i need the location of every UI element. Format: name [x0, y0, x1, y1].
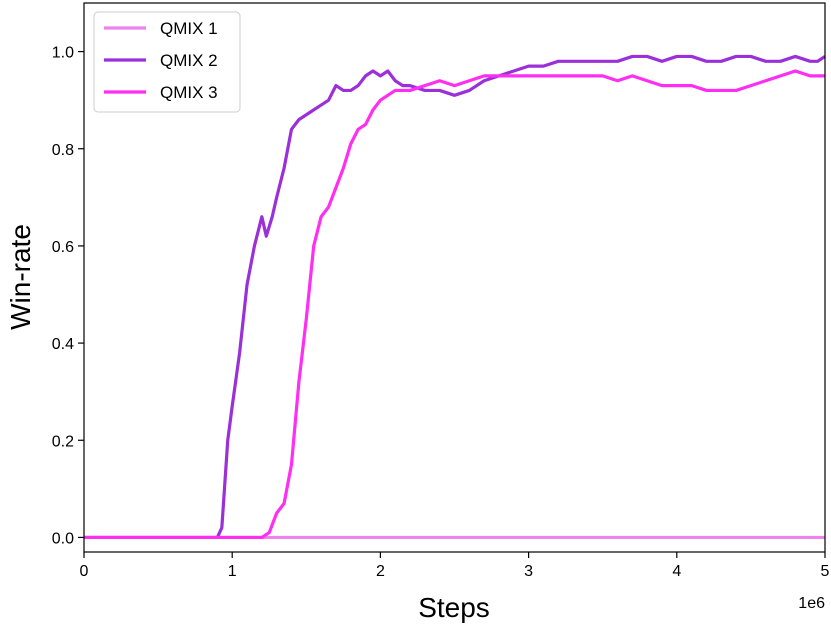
legend-label-1: QMIX 1	[160, 19, 218, 38]
legend-label-3: QMIX 3	[160, 83, 218, 102]
legend-label-2: QMIX 2	[160, 51, 218, 70]
y-tick-label: 1.0	[52, 45, 74, 62]
x-tick-label: 4	[672, 563, 681, 580]
y-tick-label: 0.6	[52, 239, 74, 256]
axes-layer: 0 1 2 3 4 5 0.0 0.2 0.4 0.6 0.8 1.0	[52, 2, 830, 580]
x-axis-label: Steps	[418, 592, 490, 623]
legend-box	[93, 11, 241, 113]
x-axis-multiplier: 1e6	[798, 595, 825, 612]
x-tick-label: 2	[376, 563, 385, 580]
x-tick-label: 1	[228, 563, 237, 580]
plot-frame	[83, 2, 826, 553]
y-tick-label: 0.4	[52, 336, 74, 353]
x-tick-label: 5	[821, 563, 830, 580]
x-tick-label: 0	[80, 563, 89, 580]
y-tick-label: 0.2	[52, 433, 74, 450]
y-axis-label: Win-rate	[5, 224, 36, 330]
x-tick-label: 3	[524, 563, 533, 580]
legend: QMIX 1 QMIX 2 QMIX 3	[93, 11, 241, 113]
series-line-2	[84, 54, 826, 540]
series-layer	[84, 54, 826, 540]
y-tick-label: 0.8	[52, 142, 74, 159]
y-tick-label: 0.0	[52, 530, 74, 547]
series-line-3	[84, 69, 825, 540]
